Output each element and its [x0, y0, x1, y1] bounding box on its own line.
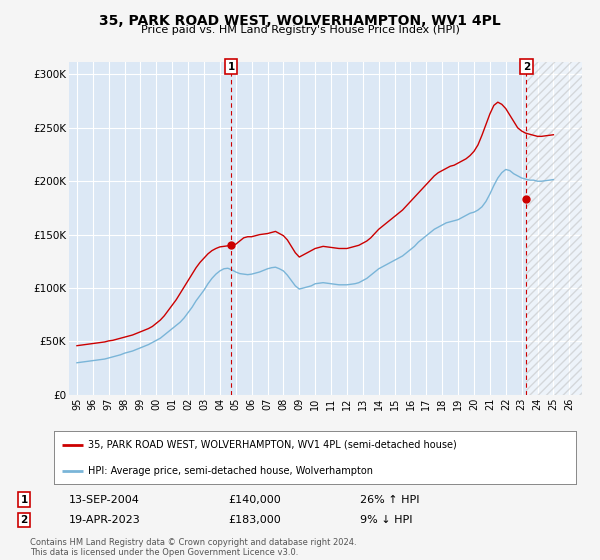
Text: 1: 1	[20, 494, 28, 505]
Text: 1: 1	[227, 62, 235, 72]
Text: 35, PARK ROAD WEST, WOLVERHAMPTON, WV1 4PL (semi-detached house): 35, PARK ROAD WEST, WOLVERHAMPTON, WV1 4…	[88, 440, 457, 450]
Text: 26% ↑ HPI: 26% ↑ HPI	[360, 494, 419, 505]
Text: £183,000: £183,000	[228, 515, 281, 525]
Text: Price paid vs. HM Land Registry's House Price Index (HPI): Price paid vs. HM Land Registry's House …	[140, 25, 460, 35]
Bar	[526, 62, 582, 395]
Text: 13-SEP-2004: 13-SEP-2004	[69, 494, 140, 505]
Text: 2: 2	[20, 515, 28, 525]
Text: HPI: Average price, semi-detached house, Wolverhampton: HPI: Average price, semi-detached house,…	[88, 466, 373, 476]
Text: 2: 2	[523, 62, 530, 72]
Text: 35, PARK ROAD WEST, WOLVERHAMPTON, WV1 4PL: 35, PARK ROAD WEST, WOLVERHAMPTON, WV1 4…	[99, 14, 501, 28]
Text: £140,000: £140,000	[228, 494, 281, 505]
Text: 9% ↓ HPI: 9% ↓ HPI	[360, 515, 413, 525]
Text: Contains HM Land Registry data © Crown copyright and database right 2024.
This d: Contains HM Land Registry data © Crown c…	[30, 538, 356, 557]
Text: 19-APR-2023: 19-APR-2023	[69, 515, 141, 525]
